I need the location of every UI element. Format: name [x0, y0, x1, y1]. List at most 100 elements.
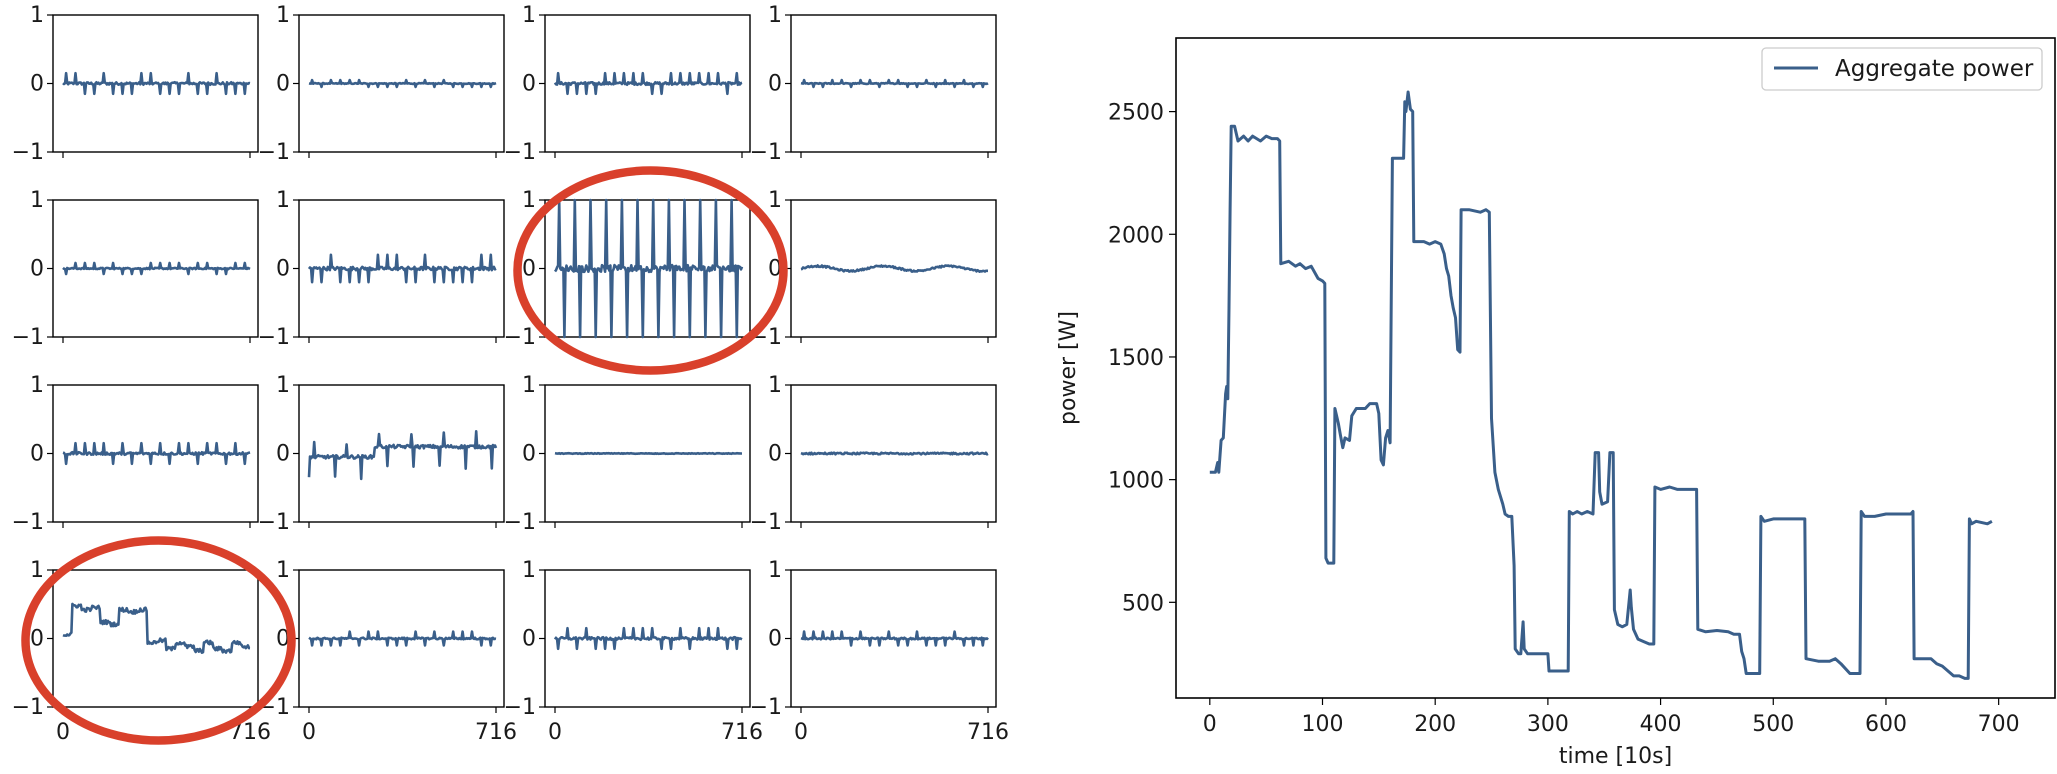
panel-r0-c0: 1 0 −1	[12, 3, 259, 165]
y-tick-label: 2000	[1108, 223, 1164, 248]
y-tick-label: 1	[768, 3, 782, 28]
y-tick-label: −1	[12, 140, 44, 165]
highlight-circle	[513, 166, 788, 375]
panel-series-line	[62, 441, 251, 466]
y-tick-label: 2500	[1108, 101, 1164, 126]
y-tick-label: 0	[768, 257, 782, 282]
x-tick-label: 600	[1865, 712, 1907, 737]
x-tick-label: 0	[56, 720, 70, 745]
y-tick-label: −1	[504, 695, 536, 720]
y-tick-label: −1	[750, 510, 782, 535]
y-tick-label: 1	[522, 558, 536, 583]
aggregate-power-line	[1209, 90, 1993, 680]
panel-series-line	[553, 198, 744, 339]
panel-frame	[52, 569, 259, 708]
panel-series-line	[554, 451, 743, 456]
panel-r1-c1: 1 0 −1	[258, 188, 505, 350]
panel-r0-c3: 1 0 −1	[750, 3, 997, 165]
y-tick-label: −1	[12, 325, 44, 350]
x-tick-label: 300	[1527, 712, 1569, 737]
y-tick-label: −1	[258, 140, 290, 165]
x-tick-label: 0	[548, 720, 562, 745]
panel-r2-c1: 1 0 −1	[258, 373, 505, 535]
panel-series-line	[800, 78, 989, 89]
x-tick-label: 200	[1414, 712, 1456, 737]
panel-series-line	[800, 264, 989, 273]
x-tick-label: 100	[1302, 712, 1344, 737]
y-tick-label: 0	[30, 72, 44, 97]
panel-r2-c2: 1 0 −1	[504, 373, 751, 535]
panel-frame	[298, 384, 505, 523]
y-axis-label: power [W]	[1056, 311, 1081, 425]
y-tick-label: −1	[504, 510, 536, 535]
y-tick-label: 1	[522, 188, 536, 213]
panel-r2-c0: 1 0 −1	[12, 373, 259, 535]
panel-r1-c2: 1 0 −1	[504, 188, 751, 350]
y-tick-label: 1	[30, 3, 44, 28]
y-tick-label: −1	[12, 510, 44, 535]
y-tick-label: 1	[276, 373, 290, 398]
x-tick-label: 716	[475, 720, 517, 745]
y-tick-label: 1	[276, 558, 290, 583]
x-tick-label: 500	[1752, 712, 1794, 737]
panel-series-line	[800, 451, 989, 456]
small-multiples-grid: 1 0 −1 1 0 −1 1 0 −1 1 0 −1 1 0 −1 1 0 −1 1 0 −1 1 0 −1 1 0 −1 1 0 −1…	[12, 3, 1009, 745]
panel-r1-c0: 1 0 −1	[12, 188, 259, 350]
y-tick-label: 1500	[1108, 346, 1164, 371]
y-tick-label: 0	[522, 257, 536, 282]
x-tick-label: 700	[1978, 712, 2020, 737]
y-tick-label: 0	[522, 627, 536, 652]
x-tick-label: 0	[1203, 712, 1217, 737]
y-tick-label: 0	[768, 442, 782, 467]
aggregate-power-plot: 0 100 200 300 400 500 600 700 500 1000 1500 2000 250…	[1056, 37, 2056, 769]
x-tick-label: 400	[1640, 712, 1682, 737]
y-tick-label: −1	[750, 140, 782, 165]
panel-r2-c3: 1 0 −1	[750, 373, 997, 535]
panel-series-line	[62, 602, 251, 654]
y-tick-label: 0	[30, 442, 44, 467]
y-tick-label: 1	[522, 373, 536, 398]
y-tick-label: −1	[258, 325, 290, 350]
y-tick-label: −1	[750, 695, 782, 720]
x-tick-label: 0	[302, 720, 316, 745]
y-tick-label: 0	[276, 627, 290, 652]
y-tick-label: 0	[276, 257, 290, 282]
y-tick-label: 1	[768, 188, 782, 213]
y-tick-label: 1	[276, 188, 290, 213]
panel-r0-c1: 1 0 −1	[258, 3, 505, 165]
panel-r0-c2: 1 0 −1	[504, 3, 751, 165]
y-tick-label: −1	[258, 510, 290, 535]
y-tick-label: 1	[276, 3, 290, 28]
panel-series-line	[308, 630, 497, 647]
y-tick-label: 1	[30, 558, 44, 583]
highlight-circle	[21, 536, 296, 745]
panel-series-line	[553, 71, 743, 96]
legend-label: Aggregate power	[1835, 56, 2034, 82]
panel-series-line	[62, 71, 251, 96]
x-tick-label: 716	[967, 720, 1009, 745]
panel-series-line	[800, 630, 989, 647]
x-tick-label: 716	[721, 720, 763, 745]
y-tick-label: 1000	[1108, 469, 1164, 494]
panel-series-line	[307, 253, 497, 284]
y-tick-label: 0	[522, 72, 536, 97]
y-tick-label: 0	[30, 627, 44, 652]
y-tick-label: 0	[768, 627, 782, 652]
panel-r3-c2: 1 0 −1 0 716	[504, 558, 763, 745]
y-tick-label: 0	[768, 72, 782, 97]
panel-series-line	[62, 261, 251, 276]
panel-r3-c0: 10−10 716	[12, 558, 271, 745]
panel-series-line	[553, 626, 743, 651]
y-tick-label: −1	[504, 140, 536, 165]
y-tick-label: −1	[504, 325, 536, 350]
y-tick-label: 0	[276, 72, 290, 97]
y-tick-label: 1	[522, 3, 536, 28]
x-tick-label: 0	[794, 720, 808, 745]
plot-frame	[1175, 37, 2056, 699]
y-tick-label: 0	[522, 442, 536, 467]
y-tick-label: 1	[768, 373, 782, 398]
legend-box	[1761, 47, 2043, 91]
y-tick-label: 1	[30, 373, 44, 398]
legend: Aggregate power	[1761, 47, 2043, 91]
